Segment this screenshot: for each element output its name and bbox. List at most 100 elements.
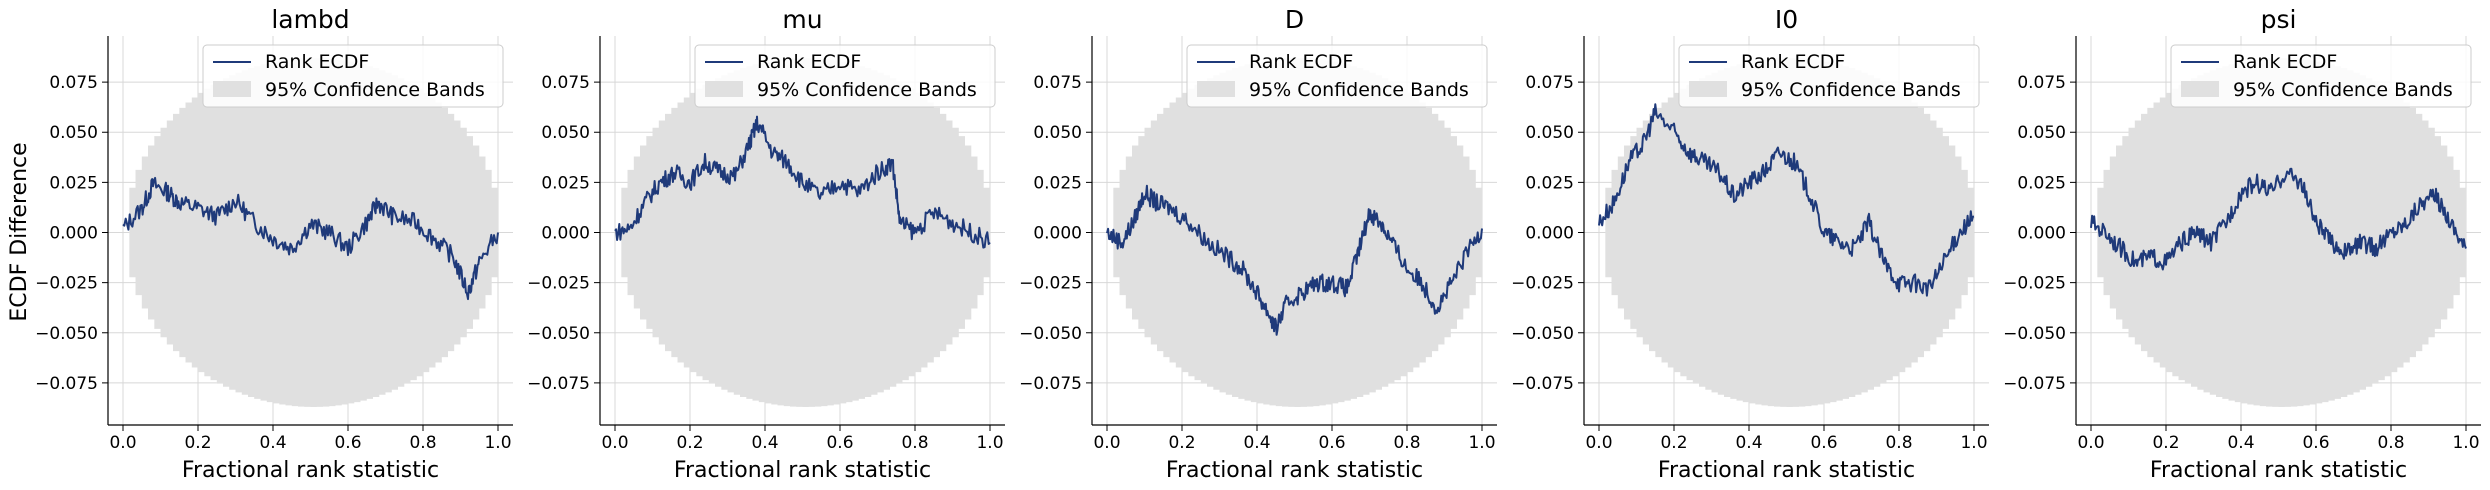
x-axis-label: Fractional rank statistic	[1658, 458, 1915, 483]
panel-title: D	[1285, 5, 1304, 34]
y-tick-label: 0.050	[1525, 123, 1574, 143]
legend-box	[1678, 44, 1980, 108]
legend-band-label: 95% Confidence Bands	[265, 79, 485, 101]
y-tick-label: −0.075	[527, 374, 590, 394]
legend-band-label: 95% Confidence Bands	[2233, 79, 2453, 101]
legend-band-label: 95% Confidence Bands	[1249, 79, 1469, 101]
chart-panels: 0.0 0.2 0.4 0.6 0.8 1.0−0.075−0.050−0.0250.00…	[35, 5, 2481, 483]
legend-band-swatch	[1689, 81, 1727, 97]
y-tick-label: −0.075	[1511, 374, 1574, 394]
y-tick-label: 0.000	[541, 224, 590, 244]
y-tick-label: 0.000	[1033, 224, 1082, 244]
y-tick-label: −0.050	[2003, 324, 2066, 344]
x-tick-label: 0.2	[1168, 433, 1195, 453]
chart-panel-lambd: 0.0 0.2 0.4 0.6 0.8 1.0 −0.075 −0.050 −0.025 0.00…	[35, 5, 513, 483]
legend-box	[202, 44, 504, 108]
confidence-band	[615, 58, 990, 407]
x-tick-label: 0.0	[109, 433, 136, 453]
legend-band-label: 95% Confidence Bands	[757, 79, 977, 101]
x-axis-label: Fractional rank statistic	[2150, 458, 2407, 483]
legend-band-swatch	[2181, 81, 2219, 97]
x-tick-label: 0.2	[1660, 433, 1687, 453]
y-tick-label: −0.050	[35, 324, 98, 344]
chart-panel-psi: 0.0 0.2 0.4 0.6 0.8 1.0 −0.075 −0.050 −0.025 0.00…	[2003, 5, 2481, 483]
x-tick-label: 0.0	[601, 433, 628, 453]
y-tick-label: 0.075	[2017, 73, 2066, 93]
legend-box	[1186, 44, 1488, 108]
y-tick-label: 0.075	[49, 73, 98, 93]
y-tick-label: −0.025	[35, 274, 98, 294]
y-tick-label: 0.075	[541, 73, 590, 93]
legend: Rank ECDF 95% Confidence Bands	[202, 44, 504, 108]
y-tick-label: 0.025	[541, 173, 590, 193]
chart-panel-d: 0.0 0.2 0.4 0.6 0.8 1.0 −0.075 −0.050 −0.025 0.00…	[1019, 5, 1497, 483]
legend-band-label: 95% Confidence Bands	[1741, 79, 1961, 101]
x-tick-label: 0.6	[1810, 433, 1837, 453]
ecdf-line-lambd	[122, 176, 499, 301]
confidence-band	[2091, 58, 2466, 407]
legend: Rank ECDF 95% Confidence Bands	[1186, 44, 1488, 108]
x-tick-label: 0.6	[1318, 433, 1345, 453]
x-axis-label: Fractional rank statistic	[1166, 458, 1423, 483]
legend: Rank ECDF 95% Confidence Bands	[694, 44, 996, 108]
chart-panel-i0: 0.0 0.2 0.4 0.6 0.8 1.0 −0.075 −0.050 −0.025 0.00…	[1511, 5, 1989, 483]
ecdf-line-d	[1106, 184, 1483, 336]
panel-title: lambd	[271, 5, 349, 34]
panel-title: I0	[1775, 5, 1798, 34]
y-tick-label: −0.025	[527, 274, 590, 294]
legend-band-swatch	[705, 81, 743, 97]
y-tick-label: −0.050	[1511, 324, 1574, 344]
ecdf-line-psi	[2090, 167, 2467, 271]
y-tick-label: 0.075	[1033, 73, 1082, 93]
x-tick-label: 0.6	[334, 433, 361, 453]
y-tick-label: 0.075	[1525, 73, 1574, 93]
x-tick-label: 0.4	[1735, 433, 1762, 453]
x-tick-label: 0.0	[1093, 433, 1120, 453]
x-tick-label: 0.0	[2077, 433, 2104, 453]
legend-line-label: Rank ECDF	[1741, 51, 1845, 73]
x-tick-label: 0.4	[2227, 433, 2254, 453]
x-tick-label: 1.0	[2452, 433, 2479, 453]
legend-line-label: Rank ECDF	[2233, 51, 2337, 73]
y-tick-label: −0.025	[1511, 274, 1574, 294]
x-tick-label: 0.2	[676, 433, 703, 453]
y-tick-label: 0.050	[541, 123, 590, 143]
x-tick-label: 0.4	[259, 433, 286, 453]
y-tick-label: −0.025	[2003, 274, 2066, 294]
x-tick-label: 0.8	[1885, 433, 1912, 453]
legend: Rank ECDF 95% Confidence Bands	[2170, 44, 2472, 108]
x-tick-label: 0.2	[184, 433, 211, 453]
x-tick-label: 0.8	[901, 433, 928, 453]
legend-box	[694, 44, 996, 108]
y-tick-label: 0.050	[1033, 123, 1082, 143]
legend-band-swatch	[1197, 81, 1235, 97]
y-axis-label: ECDF Difference	[7, 142, 32, 321]
y-tick-label: −0.075	[2003, 374, 2066, 394]
legend-box	[2170, 44, 2472, 108]
panel-title: mu	[782, 5, 822, 34]
confidence-band	[123, 58, 498, 407]
x-tick-label: 0.8	[409, 433, 436, 453]
y-tick-label: 0.025	[1033, 173, 1082, 193]
x-tick-label: 0.4	[751, 433, 778, 453]
y-tick-label: 0.025	[1525, 173, 1574, 193]
x-tick-label: 0.6	[2302, 433, 2329, 453]
x-tick-label: 0.4	[1243, 433, 1270, 453]
x-tick-label: 1.0	[976, 433, 1003, 453]
x-tick-label: 0.8	[2377, 433, 2404, 453]
legend-line-label: Rank ECDF	[265, 51, 369, 73]
chart-panel-mu: 0.0 0.2 0.4 0.6 0.8 1.0 −0.075 −0.050 −0.025 0.00…	[527, 5, 1005, 483]
legend-line-label: Rank ECDF	[1249, 51, 1353, 73]
y-tick-label: 0.025	[2017, 173, 2066, 193]
x-tick-label: 1.0	[1960, 433, 1987, 453]
y-tick-label: 0.000	[2017, 224, 2066, 244]
legend-line-label: Rank ECDF	[757, 51, 861, 73]
legend: Rank ECDF 95% Confidence Bands	[1678, 44, 1980, 108]
panel-title: psi	[2261, 5, 2297, 34]
y-tick-label: 0.050	[49, 123, 98, 143]
y-tick-label: 0.000	[49, 224, 98, 244]
y-tick-label: −0.075	[35, 374, 98, 394]
y-tick-label: 0.025	[49, 173, 98, 193]
y-tick-label: −0.075	[1019, 374, 1082, 394]
